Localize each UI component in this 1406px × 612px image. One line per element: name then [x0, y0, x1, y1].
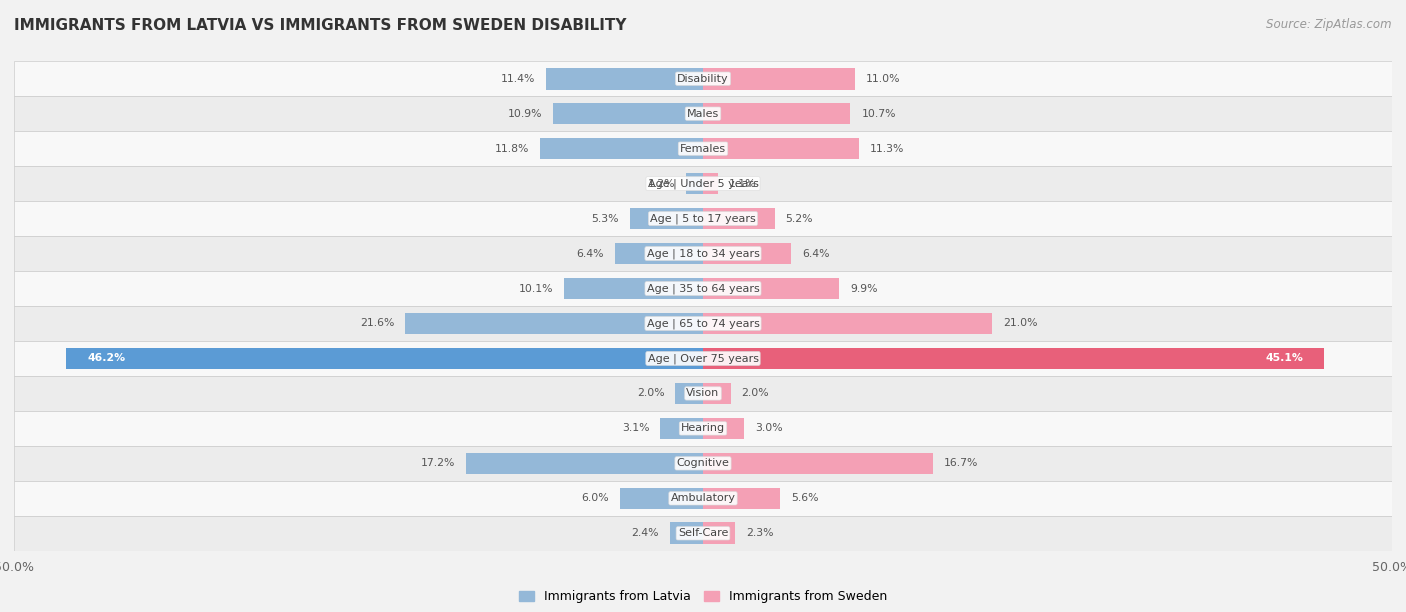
- Text: 11.8%: 11.8%: [495, 144, 530, 154]
- Text: 6.0%: 6.0%: [582, 493, 609, 503]
- Text: 11.4%: 11.4%: [501, 73, 534, 84]
- Bar: [465, 452, 703, 474]
- Text: 11.3%: 11.3%: [870, 144, 904, 154]
- Text: 2.3%: 2.3%: [745, 528, 773, 539]
- Bar: [703, 207, 775, 230]
- Text: Disability: Disability: [678, 73, 728, 84]
- Text: Age | 65 to 74 years: Age | 65 to 74 years: [647, 318, 759, 329]
- Bar: [14, 131, 1392, 166]
- Text: Females: Females: [681, 144, 725, 154]
- Text: 46.2%: 46.2%: [87, 354, 125, 364]
- Bar: [703, 173, 718, 195]
- Text: Cognitive: Cognitive: [676, 458, 730, 468]
- Text: 10.9%: 10.9%: [508, 109, 541, 119]
- Text: 21.6%: 21.6%: [360, 318, 394, 329]
- Text: Age | 18 to 34 years: Age | 18 to 34 years: [647, 248, 759, 259]
- Text: 10.7%: 10.7%: [862, 109, 896, 119]
- Text: 3.0%: 3.0%: [755, 424, 783, 433]
- Text: Source: ZipAtlas.com: Source: ZipAtlas.com: [1267, 18, 1392, 31]
- Bar: [703, 452, 934, 474]
- Bar: [405, 313, 703, 334]
- Bar: [620, 488, 703, 509]
- Bar: [703, 488, 780, 509]
- Bar: [14, 481, 1392, 516]
- Text: 1.2%: 1.2%: [648, 179, 675, 188]
- Text: 16.7%: 16.7%: [945, 458, 979, 468]
- Bar: [669, 523, 703, 544]
- Bar: [614, 243, 703, 264]
- Bar: [703, 68, 855, 89]
- Bar: [661, 417, 703, 439]
- Legend: Immigrants from Latvia, Immigrants from Sweden: Immigrants from Latvia, Immigrants from …: [515, 585, 891, 608]
- Bar: [546, 68, 703, 89]
- Text: Self-Care: Self-Care: [678, 528, 728, 539]
- Text: Age | 35 to 64 years: Age | 35 to 64 years: [647, 283, 759, 294]
- Bar: [14, 96, 1392, 131]
- Bar: [553, 103, 703, 124]
- Bar: [703, 138, 859, 160]
- Bar: [675, 382, 703, 405]
- Text: 17.2%: 17.2%: [420, 458, 456, 468]
- Text: Hearing: Hearing: [681, 424, 725, 433]
- Bar: [703, 103, 851, 124]
- Text: IMMIGRANTS FROM LATVIA VS IMMIGRANTS FROM SWEDEN DISABILITY: IMMIGRANTS FROM LATVIA VS IMMIGRANTS FRO…: [14, 18, 627, 34]
- Bar: [703, 348, 1324, 369]
- Bar: [14, 61, 1392, 96]
- Bar: [703, 243, 792, 264]
- Text: Age | Over 75 years: Age | Over 75 years: [648, 353, 758, 364]
- Text: 11.0%: 11.0%: [866, 73, 900, 84]
- Text: Males: Males: [688, 109, 718, 119]
- Text: Age | Under 5 years: Age | Under 5 years: [648, 178, 758, 189]
- Bar: [14, 516, 1392, 551]
- Text: 6.4%: 6.4%: [803, 248, 830, 258]
- Text: 3.1%: 3.1%: [621, 424, 650, 433]
- Text: 10.1%: 10.1%: [519, 283, 553, 294]
- Bar: [703, 523, 735, 544]
- Bar: [14, 271, 1392, 306]
- Text: 5.6%: 5.6%: [792, 493, 818, 503]
- Bar: [564, 278, 703, 299]
- Text: 2.0%: 2.0%: [741, 389, 769, 398]
- Bar: [703, 382, 731, 405]
- Bar: [686, 173, 703, 195]
- Text: Ambulatory: Ambulatory: [671, 493, 735, 503]
- Text: 6.4%: 6.4%: [576, 248, 603, 258]
- Text: 5.2%: 5.2%: [786, 214, 813, 223]
- Bar: [14, 341, 1392, 376]
- Bar: [14, 166, 1392, 201]
- Bar: [703, 313, 993, 334]
- Text: Vision: Vision: [686, 389, 720, 398]
- Text: 9.9%: 9.9%: [851, 283, 877, 294]
- Bar: [14, 411, 1392, 446]
- Text: 2.4%: 2.4%: [631, 528, 659, 539]
- Text: Age | 5 to 17 years: Age | 5 to 17 years: [650, 214, 756, 224]
- Text: 45.1%: 45.1%: [1265, 354, 1303, 364]
- Text: 2.0%: 2.0%: [637, 389, 665, 398]
- Bar: [540, 138, 703, 160]
- Bar: [66, 348, 703, 369]
- Bar: [703, 278, 839, 299]
- Text: 1.1%: 1.1%: [730, 179, 756, 188]
- Bar: [14, 376, 1392, 411]
- Text: 5.3%: 5.3%: [592, 214, 619, 223]
- Bar: [630, 207, 703, 230]
- Bar: [703, 417, 744, 439]
- Bar: [14, 306, 1392, 341]
- Bar: [14, 446, 1392, 481]
- Text: 21.0%: 21.0%: [1004, 318, 1038, 329]
- Bar: [14, 236, 1392, 271]
- Bar: [14, 201, 1392, 236]
